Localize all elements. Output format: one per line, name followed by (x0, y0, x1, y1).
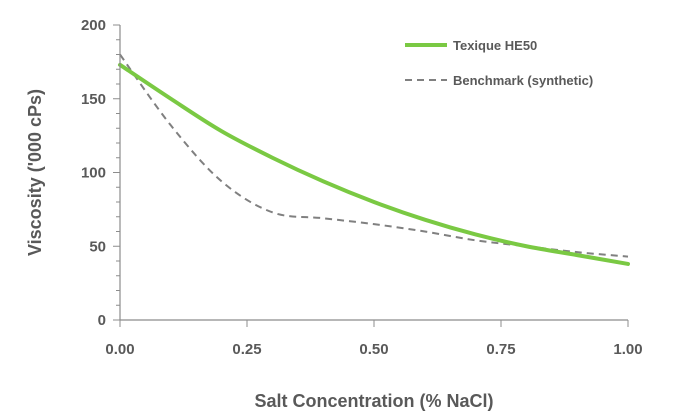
x-axis-ticks: 0.00 0.25 0.50 0.75 1.00 (105, 320, 643, 358)
legend-label: Texique HE50 (453, 38, 537, 53)
y-tick-label: 100 (81, 165, 106, 182)
y-axis-ticks: 0 50 100 150 200 (81, 17, 120, 329)
legend-label: Benchmark (synthetic) (453, 73, 593, 88)
series-layer (118, 53, 630, 266)
texique-series-line (118, 62, 630, 266)
x-tick-label: 0.00 (105, 341, 134, 358)
x-tick-label: 0.50 (359, 341, 388, 358)
legend: Texique HE50 Benchmark (synthetic) (405, 38, 593, 88)
x-tick-label: 0.75 (486, 341, 515, 358)
y-tick-label: 200 (81, 17, 106, 34)
y-axis-title: Viscosity ('000 cPs) (25, 89, 45, 256)
x-tick-label: 1.00 (613, 341, 642, 358)
benchmark-series-line (119, 53, 629, 258)
x-axis-title: Salt Concentration (% NaCl) (254, 391, 493, 411)
y-tick-label: 0 (98, 312, 106, 329)
x-tick-label: 0.25 (232, 341, 261, 358)
y-tick-label: 150 (81, 91, 106, 108)
y-tick-label: 50 (89, 238, 106, 255)
